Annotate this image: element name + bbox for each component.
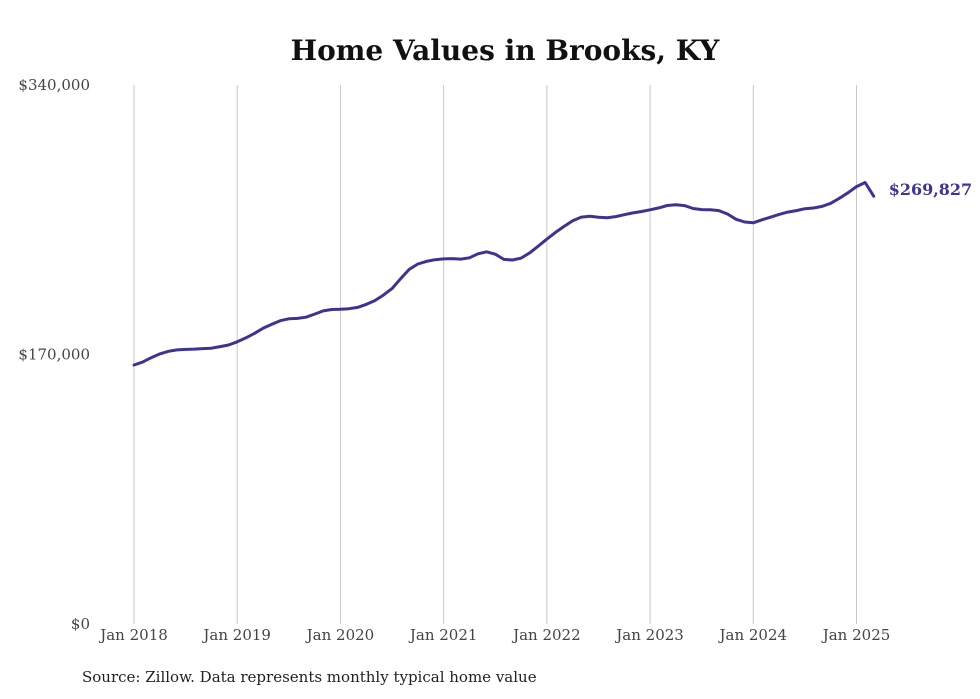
x-tick-label: Jan 2018 [98,626,168,644]
x-tick-label: Jan 2023 [614,626,684,644]
x-tick-label: Jan 2021 [408,626,478,644]
source-note: Source: Zillow. Data represents monthly … [82,668,537,686]
x-tick-label: Jan 2024 [718,626,788,644]
y-axis-ticks: $0 $170,000 $340,000 [18,76,90,633]
x-tick-label: Jan 2025 [821,626,891,644]
y-tick-label: $340,000 [18,76,90,94]
home-value-line [132,181,876,367]
chart-title: Home Values in Brooks, KY [291,34,721,67]
x-axis-ticks: Jan 2018 Jan 2019 Jan 2020 Jan 2021 Jan 2022… [98,626,890,644]
y-tick-label: $0 [71,615,90,633]
y-tick-label: $170,000 [18,346,90,364]
gridlines [133,85,857,624]
x-tick-label: Jan 2019 [201,626,271,644]
latest-value-label: $269,827 [889,180,973,199]
x-tick-label: Jan 2022 [511,626,581,644]
x-tick-label: Jan 2020 [305,626,375,644]
